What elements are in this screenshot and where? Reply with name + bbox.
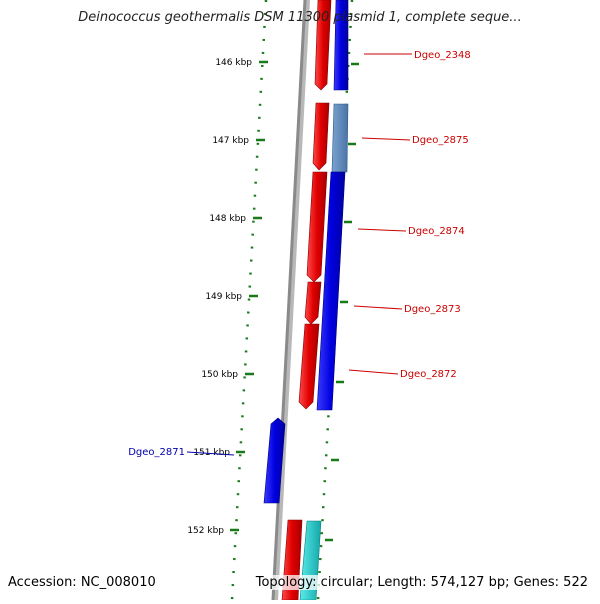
gene-label-dgeo-2871[interactable]: Dgeo_2871 — [128, 447, 185, 458]
gene-label-dgeo-2348[interactable]: Dgeo_2348 — [414, 50, 471, 61]
gene-label-dgeo-2873[interactable]: Dgeo_2873 — [404, 304, 461, 315]
outer-major-ticks — [325, 62, 359, 542]
gene-feature-blue-3[interactable] — [263, 417, 286, 504]
accession-label: Accession: NC_008010 — [8, 575, 156, 590]
tick-label-150kbp: 150 kbp — [201, 370, 238, 380]
topology-summary: Topology: circular; Length: 574,127 bp; … — [253, 575, 590, 590]
label-connector-dgeo-2875 — [361, 137, 411, 141]
major-ticks — [230, 60, 268, 532]
label-connector-dgeo-2874 — [357, 228, 407, 232]
map-title: Deinococcus geothermalis DSM 11300 plasm… — [78, 10, 522, 25]
tick-label-152kbp: 152 kbp — [187, 526, 224, 536]
gene-label-dgeo-2872[interactable]: Dgeo_2872 — [400, 369, 457, 380]
label-connector-dgeo-2872 — [348, 369, 399, 375]
inner-dotted-ruler — [230, 0, 268, 601]
tick-label-146kbp: 146 kbp — [215, 58, 252, 68]
label-connector-dgeo-2873 — [353, 305, 403, 310]
gene-feature-red-1[interactable] — [314, 0, 332, 91]
gene-feature-red-4[interactable] — [304, 281, 322, 325]
genome-backbone — [271, 0, 307, 601]
tick-label-148kbp: 148 kbp — [209, 214, 246, 224]
gene-feature-red-3[interactable] — [306, 171, 328, 283]
tick-label-149kbp: 149 kbp — [205, 292, 242, 302]
gene-feature-red-2[interactable] — [312, 102, 330, 171]
label-connector-dgeo-2871 — [186, 451, 235, 456]
gene-feature-steel-1[interactable] — [331, 103, 349, 173]
gene-label-dgeo-2874[interactable]: Dgeo_2874 — [408, 226, 465, 237]
tick-label-151kbp: 151 kbp — [193, 448, 230, 458]
gene-feature-blue-1[interactable] — [333, 0, 349, 91]
gene-feature-blue-2[interactable] — [316, 171, 346, 411]
gene-feature-red-5[interactable] — [298, 323, 320, 410]
genome-backbone-shadow — [272, 0, 310, 601]
tick-label-147kbp: 147 kbp — [212, 136, 249, 146]
gene-label-dgeo-2875[interactable]: Dgeo_2875 — [412, 135, 469, 146]
